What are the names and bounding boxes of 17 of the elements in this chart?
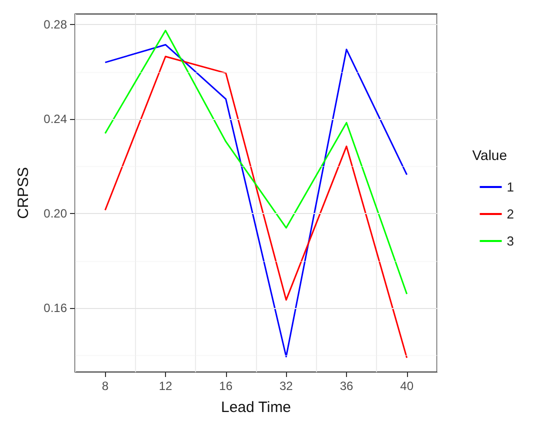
x-tick-label: 40 (400, 379, 414, 393)
line-series (104, 30, 408, 295)
x-tick-label: 36 (340, 379, 354, 393)
legend-label: 2 (506, 206, 514, 222)
x-tick-label: 8 (102, 379, 109, 393)
y-tick-label: 0.24 (44, 112, 68, 126)
legend-label: 3 (506, 234, 514, 248)
x-axis-title: Lead Time (220, 399, 292, 416)
x-tick-label: 32 (279, 379, 294, 393)
x-tick-label: 16 (219, 379, 233, 393)
legend-title: Value (472, 147, 508, 163)
y-tick-label: 0.28 (44, 18, 68, 32)
legend-label: 1 (506, 180, 514, 194)
y-tick-label: 0.20 (44, 206, 68, 221)
y-tick-label: 0.16 (44, 301, 68, 316)
x-tick-label: 12 (158, 379, 172, 393)
y-axis-title: CRPSS (15, 167, 32, 219)
